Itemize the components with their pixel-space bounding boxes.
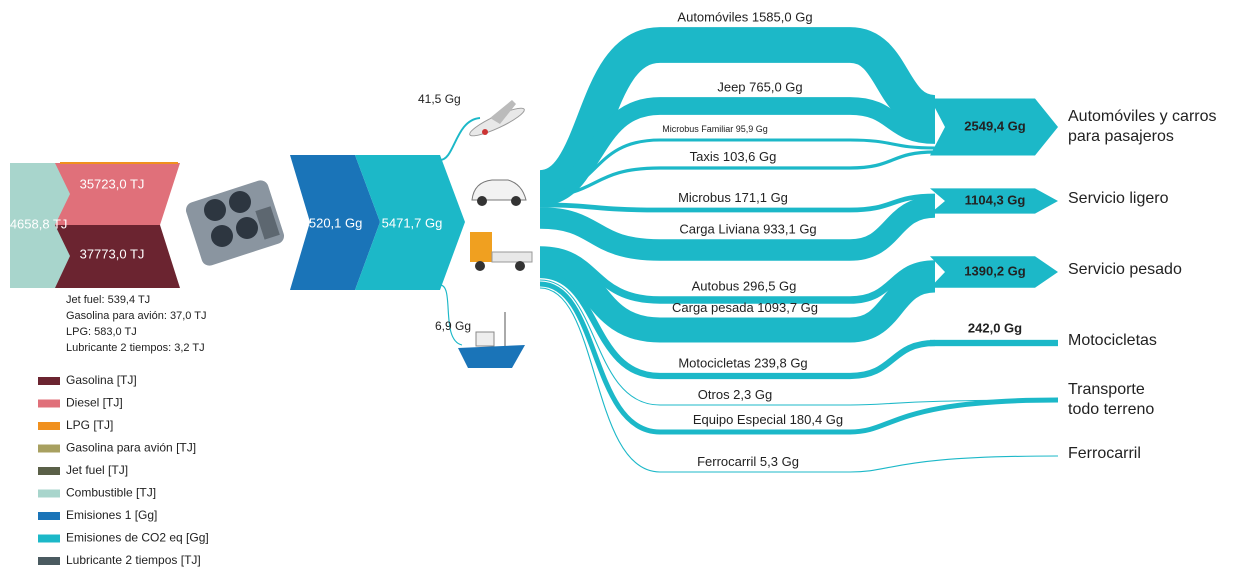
link-label: Microbus Familiar 95,9 Gg bbox=[662, 124, 768, 134]
legend-label: Emisiones de CO2 eq [Gg] bbox=[66, 531, 209, 545]
link-flow bbox=[539, 196, 936, 261]
output-box bbox=[930, 256, 1058, 288]
link-flow bbox=[537, 27, 938, 206]
link-flow bbox=[539, 249, 937, 343]
emissions-block bbox=[290, 155, 380, 290]
output-name: Transporte bbox=[1068, 381, 1145, 398]
fuel-note: LPG: 583,0 TJ bbox=[66, 326, 137, 338]
plane-icon bbox=[469, 100, 525, 137]
link-label: Automóviles 1585,0 Gg bbox=[677, 10, 812, 25]
link-label: Autobus 296,5 Gg bbox=[692, 279, 797, 294]
link-label: Equipo Especial 180,4 Gg bbox=[693, 412, 843, 427]
mode-flow bbox=[439, 117, 481, 161]
legend-swatch bbox=[38, 557, 60, 565]
output-value: 2549,4 Gg bbox=[964, 118, 1025, 133]
link-flow bbox=[539, 279, 1059, 406]
output-name: todo terreno bbox=[1068, 401, 1154, 418]
link-flow bbox=[539, 271, 936, 380]
legend-swatch bbox=[38, 444, 60, 453]
output-name: Motocicletas bbox=[1068, 332, 1157, 349]
output-name: Servicio ligero bbox=[1068, 190, 1169, 207]
legend-swatch bbox=[38, 534, 60, 543]
link-label: Otros 2,3 Gg bbox=[698, 387, 772, 402]
link-label: Carga Liviana 933,1 Gg bbox=[679, 222, 816, 237]
link-flow bbox=[539, 150, 936, 198]
co2-label: 5471,7 Gg bbox=[382, 215, 443, 230]
mode-label: 41,5 Gg bbox=[418, 92, 461, 106]
link-label: Jeep 765,0 Gg bbox=[717, 80, 802, 95]
emissions-label: 5520,1 Gg bbox=[302, 215, 363, 230]
output-name: Servicio pesado bbox=[1068, 261, 1182, 278]
truck-icon bbox=[470, 232, 533, 271]
legend-swatch bbox=[38, 399, 60, 408]
boat-icon bbox=[458, 312, 525, 368]
legend-swatch bbox=[38, 512, 60, 520]
flows bbox=[439, 27, 1059, 473]
output-name: para pasajeros bbox=[1068, 128, 1174, 145]
mode-flow bbox=[439, 284, 463, 346]
output-box bbox=[930, 98, 1058, 156]
link-label: Microbus 171,1 Gg bbox=[678, 190, 788, 205]
fuel-note: Lubricante 2 tiempos: 3,2 TJ bbox=[66, 342, 205, 354]
link-flow bbox=[539, 97, 936, 201]
output-box bbox=[930, 188, 1058, 214]
link-label: Taxis 103,6 Gg bbox=[690, 149, 777, 164]
link-flow bbox=[539, 287, 1059, 473]
legend-label: LPG [TJ] bbox=[66, 418, 113, 432]
legend-label: Jet fuel [TJ] bbox=[66, 463, 128, 477]
combustible-block bbox=[10, 163, 75, 288]
legend-label: Combustible [TJ] bbox=[66, 486, 156, 500]
link-label: Motocicletas 239,8 Gg bbox=[678, 355, 807, 370]
output-name: Ferrocarril bbox=[1068, 445, 1141, 462]
link-flow bbox=[539, 193, 936, 213]
labels: 41,5 Gg 6,9 Gg 2549,4 Gg Automóviles y carr… bbox=[38, 10, 1217, 567]
car-icon bbox=[471, 179, 527, 206]
legend-swatch bbox=[38, 489, 60, 498]
output-name: Automóviles y carros bbox=[1068, 108, 1217, 125]
gasolina-label: 37773,0 TJ bbox=[80, 246, 145, 261]
legend-label: Gasolina [TJ] bbox=[66, 373, 137, 387]
combustible-label: 74658,8 TJ bbox=[3, 216, 68, 231]
link-label: Ferrocarril 5,3 Gg bbox=[697, 454, 799, 469]
output-value: 1104,3 Gg bbox=[965, 192, 1026, 207]
co2-block bbox=[355, 155, 465, 290]
output-bar bbox=[930, 339, 1058, 347]
link-flow bbox=[539, 281, 1059, 435]
diesel-label: 35723,0 TJ bbox=[80, 176, 145, 191]
output-value: 1390,2 Gg bbox=[964, 263, 1025, 278]
link-flow bbox=[539, 138, 936, 196]
output-value: 242,0 Gg bbox=[968, 320, 1022, 335]
legend-label: Diesel [TJ] bbox=[66, 396, 123, 410]
gasolina-block bbox=[55, 225, 180, 288]
link-label: Carga pesada 1093,7 Gg bbox=[672, 300, 818, 315]
legend-swatch bbox=[38, 422, 60, 430]
legend-label: Emisiones 1 [Gg] bbox=[66, 508, 157, 522]
legend-swatch bbox=[38, 377, 60, 385]
legend-swatch bbox=[38, 467, 60, 475]
mode-label: 6,9 Gg bbox=[435, 319, 471, 333]
fuel-note: Jet fuel: 539,4 TJ bbox=[66, 294, 150, 306]
diesel-block bbox=[55, 163, 180, 225]
engine-icon bbox=[185, 180, 285, 266]
legend-label: Gasolina para avión [TJ] bbox=[66, 441, 196, 455]
fuel-note: Gasolina para avión: 37,0 TJ bbox=[66, 310, 206, 322]
legend-label: Lubricante 2 tiempos [TJ] bbox=[66, 553, 201, 567]
